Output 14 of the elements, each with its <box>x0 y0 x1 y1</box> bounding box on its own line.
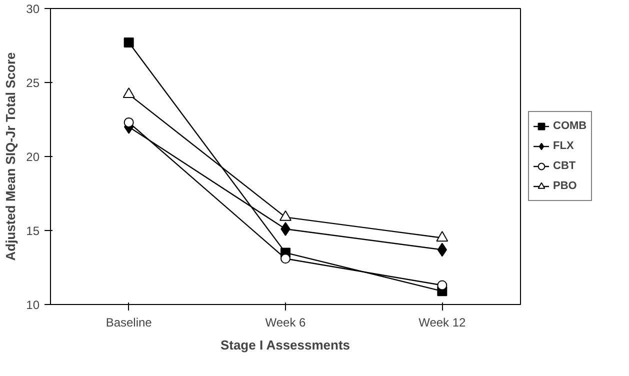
y-axis-title: Adjusted Mean SIQ-Jr Total Score <box>3 52 18 261</box>
legend-label: COMB <box>553 120 587 132</box>
y-tick-label: 20 <box>26 150 40 164</box>
x-tick-label: Baseline <box>106 316 152 330</box>
legend-label: CBT <box>553 160 576 172</box>
y-tick-label: 15 <box>26 224 40 238</box>
x-tick-label: Week 12 <box>418 316 466 330</box>
y-tick-label: 30 <box>26 2 40 16</box>
y-tick-label: 10 <box>26 298 40 312</box>
x-tick-label: Week 6 <box>265 316 306 330</box>
x-axis-title: Stage I Assessments <box>220 338 350 352</box>
legend-label: PBO <box>553 180 577 192</box>
legend-label: FLX <box>553 140 574 152</box>
y-tick-label: 25 <box>26 76 40 90</box>
